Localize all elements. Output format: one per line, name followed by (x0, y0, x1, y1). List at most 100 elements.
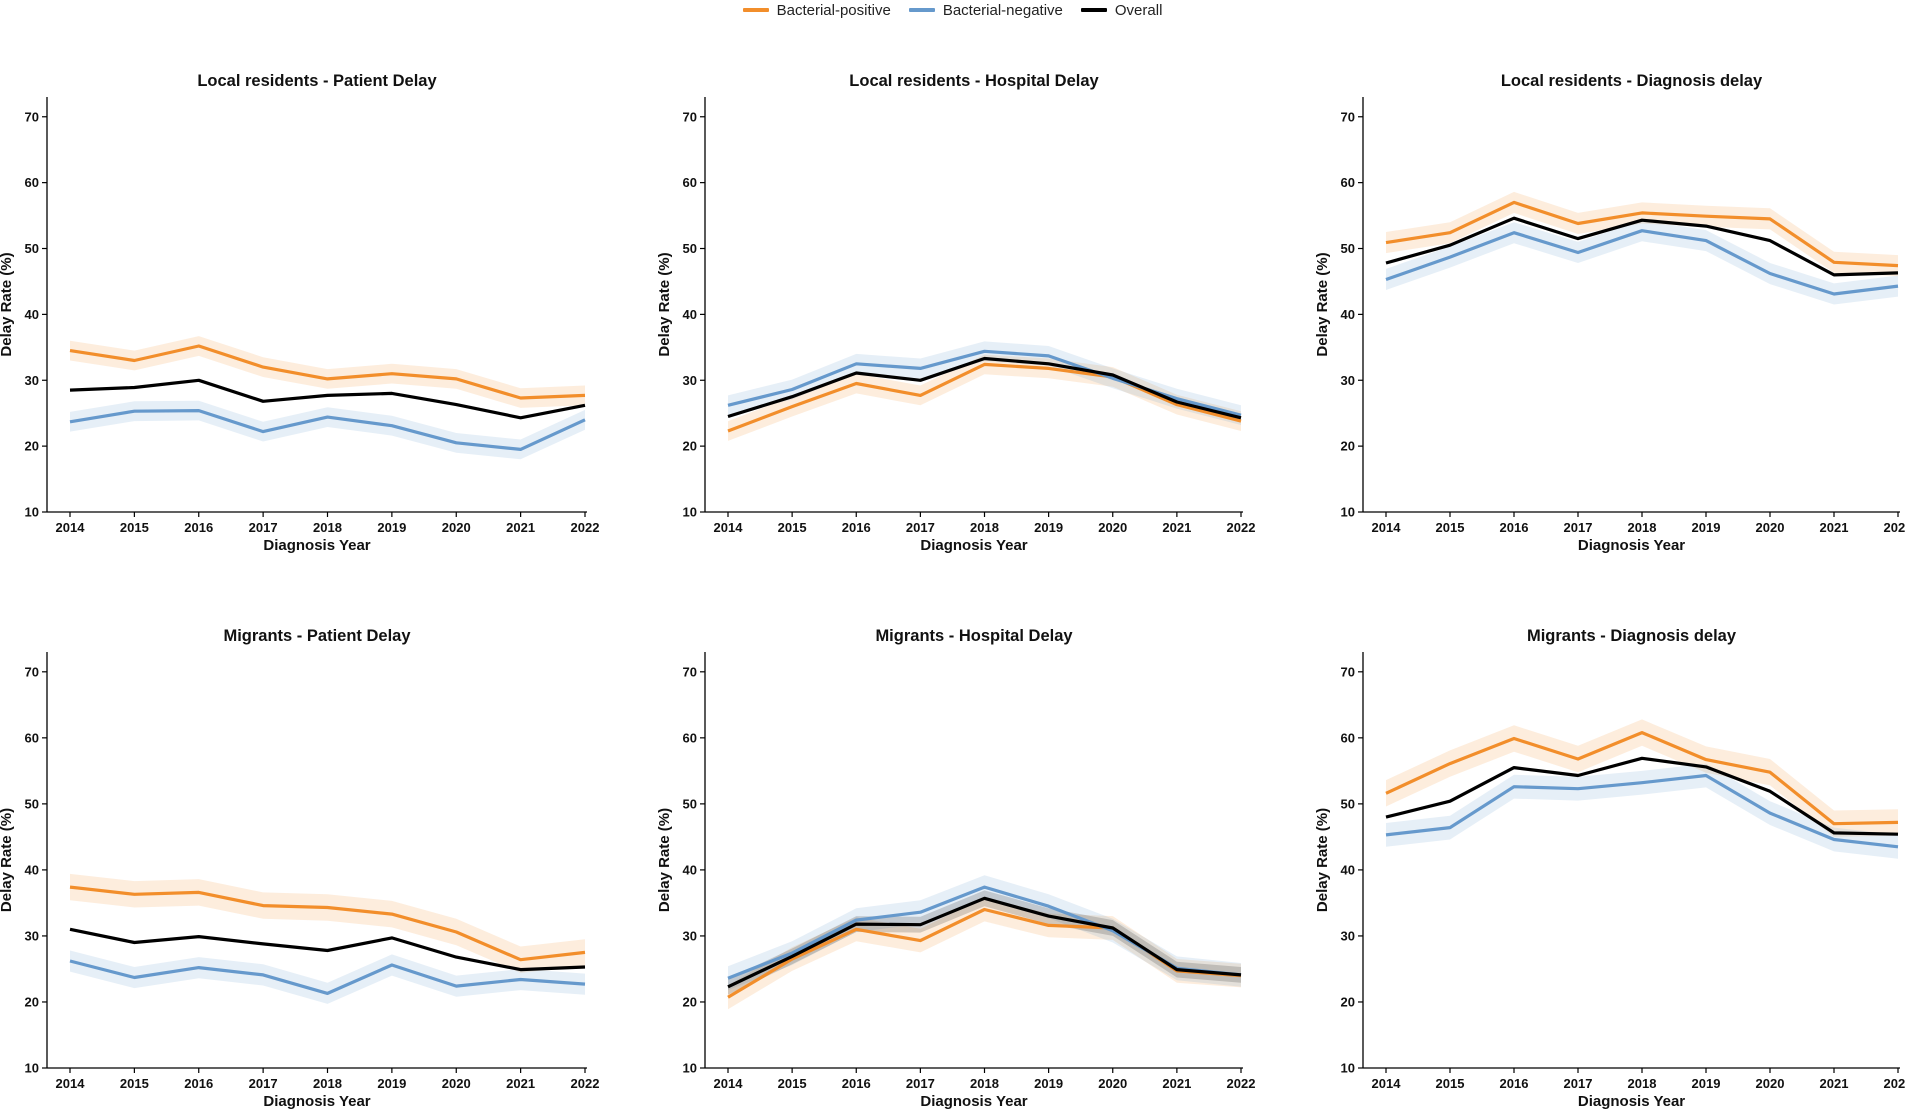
series-line-overall (69, 927, 586, 972)
chart-panel: Migrants - Patient Delay 10 20 30 40 50 60 70 20… (0, 627, 599, 1109)
x-axis-label: Diagnosis Year (920, 537, 1027, 554)
y-tick-label: 60 (683, 175, 697, 190)
x-tick-label: 2020 (442, 520, 471, 535)
x-tick-label: 2014 (1372, 1076, 1402, 1091)
y-tick-label: 30 (1341, 373, 1355, 388)
y-tick-label: 30 (25, 373, 39, 388)
x-tick-label: 2021 (506, 520, 535, 535)
panel-title: Migrants - Diagnosis delay (1527, 627, 1737, 645)
legend-item-bacterial-negative[interactable]: Bacterial-negative (908, 1, 1063, 19)
confidence-band (70, 873, 585, 973)
legend-label: Bacterial-positive (776, 1, 891, 19)
series-line-bacterial-positive (1385, 200, 1899, 268)
x-tick-label: 2018 (970, 1076, 999, 1091)
x-tick-label: 2019 (1692, 1076, 1721, 1091)
x-tick-label: 2021 (1162, 1076, 1191, 1091)
y-tick-label: 30 (1341, 928, 1355, 943)
x-tick-label: 2019 (1034, 520, 1063, 535)
y-tick-label: 70 (1341, 664, 1355, 679)
series-line-bacterial-negative (1385, 773, 1899, 849)
y-tick-label: 50 (1341, 241, 1355, 256)
x-tick-label: 2022 (1227, 520, 1256, 535)
series-line-bacterial-positive (69, 885, 586, 962)
chart-panel: Local residents - Diagnosis delay 10 20 30 4… (1314, 72, 1905, 554)
series-line-overall (727, 896, 1242, 989)
x-tick-label: 2018 (313, 1076, 342, 1091)
y-tick-label: 60 (1341, 175, 1355, 190)
series-line-bacterial-positive (1385, 730, 1899, 826)
y-tick-label: 70 (683, 109, 697, 124)
series-line-bacterial-positive (69, 344, 586, 400)
series-line-bacterial-negative (69, 409, 586, 451)
confidence-band (1386, 220, 1898, 305)
y-axis-label: Delay Rate (%) (0, 808, 15, 912)
x-tick-label: 2014 (56, 1076, 86, 1091)
y-tick-label: 30 (25, 928, 39, 943)
x-axis-label: Diagnosis Year (1578, 537, 1685, 554)
series-line-overall (1385, 216, 1899, 277)
x-tick-label: 2018 (970, 520, 999, 535)
x-tick-label: 2014 (714, 1076, 744, 1091)
x-tick-label: 2021 (1820, 520, 1849, 535)
x-tick-label: 2019 (377, 520, 406, 535)
x-tick-label: 2018 (313, 520, 342, 535)
y-tick-label: 50 (683, 796, 697, 811)
y-tick-label: 70 (1341, 109, 1355, 124)
confidence-band (728, 890, 1241, 995)
panel-title: Migrants - Hospital Delay (875, 627, 1073, 645)
x-tick-label: 2016 (1500, 1076, 1529, 1091)
y-tick-label: 10 (25, 505, 39, 520)
y-tick-label: 70 (25, 109, 39, 124)
y-tick-label: 40 (1341, 862, 1355, 877)
x-tick-label: 2015 (120, 520, 149, 535)
confidence-band (70, 950, 585, 1004)
x-tick-label: 2017 (906, 520, 935, 535)
y-axis-label: Delay Rate (%) (656, 252, 673, 356)
y-tick-label: 20 (683, 439, 697, 454)
x-tick-label: 2016 (1500, 520, 1529, 535)
x-axis-label: Diagnosis Year (920, 1093, 1027, 1109)
y-tick-label: 20 (1341, 439, 1355, 454)
legend-swatch (742, 8, 769, 12)
legend-swatch (908, 8, 935, 12)
y-tick-label: 50 (25, 241, 39, 256)
x-tick-label: 2020 (442, 1076, 471, 1091)
x-tick-label: 2019 (377, 1076, 406, 1091)
legend-item-bacterial-positive[interactable]: Bacterial-positive (742, 1, 891, 19)
x-tick-label: 2020 (1098, 520, 1127, 535)
legend-item-overall[interactable]: Overall (1080, 2, 1162, 19)
legend-label: Bacterial-negative (942, 1, 1063, 19)
y-tick-label: 50 (683, 241, 697, 256)
y-tick-label: 60 (25, 730, 39, 745)
x-tick-label: 2021 (1162, 520, 1191, 535)
x-tick-label: 2020 (1098, 1076, 1127, 1091)
x-tick-label: 2014 (1372, 520, 1402, 535)
y-tick-label: 40 (683, 307, 697, 322)
x-tick-label: 2017 (249, 520, 278, 535)
y-tick-label: 30 (683, 373, 697, 388)
y-tick-label: 50 (25, 796, 39, 811)
x-tick-label: 2020 (1756, 1076, 1785, 1091)
y-tick-label: 10 (1341, 505, 1355, 520)
y-tick-label: 10 (683, 505, 697, 520)
series-line-overall (1385, 756, 1899, 836)
x-tick-label: 2015 (778, 1076, 807, 1091)
y-tick-label: 60 (1341, 730, 1355, 745)
series-line-overall (69, 378, 586, 420)
series-line-bacterial-negative (69, 959, 586, 996)
x-tick-label: 2017 (1564, 520, 1593, 535)
x-tick-label: 2019 (1034, 1076, 1063, 1091)
y-axis-label: Delay Rate (%) (656, 808, 673, 912)
y-tick-label: 40 (683, 862, 697, 877)
x-tick-label: 2021 (1820, 1076, 1849, 1091)
confidence-band (1386, 719, 1898, 837)
x-tick-label: 2015 (120, 1076, 149, 1091)
x-tick-label: 2016 (842, 520, 871, 535)
chart-panel: Local residents - Hospital Delay 10 20 30 40… (656, 72, 1255, 554)
y-tick-label: 40 (25, 862, 39, 877)
x-axis-label: Diagnosis Year (263, 1093, 370, 1109)
y-tick-label: 40 (25, 307, 39, 322)
x-tick-label: 2015 (1436, 1076, 1465, 1091)
y-tick-label: 10 (1341, 1061, 1355, 1076)
confidence-band (70, 336, 585, 408)
